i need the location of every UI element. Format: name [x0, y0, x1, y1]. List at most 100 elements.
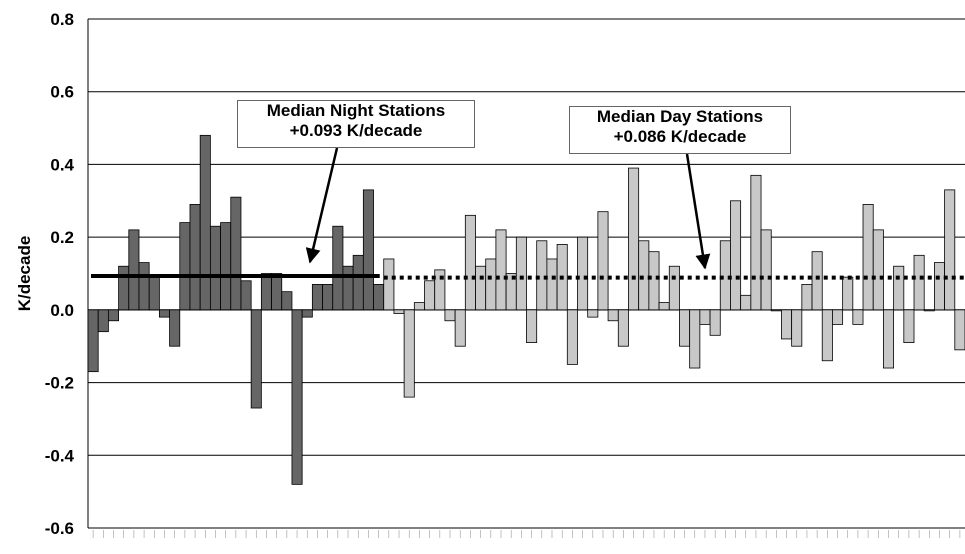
y-tick-label: -0.4	[45, 446, 75, 465]
day-station-bar	[628, 167, 640, 311]
day-median-title: Median Day Stations	[596, 107, 764, 126]
y-tick-label: -0.2	[45, 374, 74, 393]
day-station-bar	[475, 265, 487, 311]
day-station-bar	[566, 309, 578, 365]
day-station-bar	[801, 284, 813, 311]
day-station-bar	[781, 309, 793, 340]
night-station-bar	[352, 254, 364, 311]
day-station-bar	[730, 200, 742, 311]
day-station-bar	[821, 309, 833, 362]
night-station-bar	[311, 284, 323, 311]
day-station-bar	[893, 265, 905, 311]
night-station-bar	[87, 309, 99, 373]
y-tick-label: 0.6	[50, 83, 74, 102]
day-median-arrow	[685, 153, 711, 270]
night-station-bar	[322, 284, 334, 311]
y-tick-label: 0.8	[50, 10, 74, 29]
day-station-bar	[607, 309, 619, 322]
day-station-bar	[383, 258, 395, 311]
day-station-bar	[679, 309, 691, 347]
night-station-bar	[240, 280, 252, 311]
day-station-bar	[403, 309, 415, 398]
day-station-bar	[587, 309, 599, 318]
day-station-bar	[485, 258, 497, 311]
night-median-annotation: Median Night Stations +0.093 K/decade	[237, 100, 475, 148]
night-station-bar	[107, 309, 119, 322]
day-station-bar	[577, 236, 589, 311]
day-station-bar	[709, 309, 721, 336]
night-station-bar	[373, 284, 385, 311]
night-station-bar	[128, 229, 140, 311]
night-station-bar	[250, 309, 262, 409]
day-station-bar	[638, 240, 650, 311]
day-station-bar	[913, 254, 925, 311]
day-station-bar	[811, 251, 823, 311]
day-station-bar	[413, 302, 425, 311]
y-axis-tick-labels: 0.8 0.6 0.4 0.2 0.0 -0.2 -0.4 -0.6	[45, 10, 75, 538]
night-station-bar	[199, 134, 211, 311]
night-station-bar	[230, 196, 242, 311]
day-station-bar	[944, 189, 956, 311]
night-station-bar	[271, 273, 283, 311]
day-station-bar	[750, 174, 762, 311]
night-station-bar	[138, 262, 150, 311]
day-median-value: +0.086 K/decade	[613, 127, 747, 146]
day-station-bar	[770, 309, 782, 312]
night-median-arrow	[305, 147, 339, 264]
night-station-bar	[209, 225, 221, 311]
day-station-bar	[689, 309, 701, 369]
night-station-bar	[301, 309, 313, 318]
night-station-bar	[189, 204, 201, 311]
night-station-bar	[291, 309, 303, 485]
night-station-bar	[158, 309, 170, 318]
night-station-bar	[148, 276, 160, 311]
night-station-bar	[332, 225, 344, 311]
day-station-bar	[536, 240, 548, 311]
day-station-bar	[954, 309, 965, 351]
night-station-bar	[220, 222, 232, 311]
night-station-bar	[179, 222, 191, 311]
station-labels	[92, 530, 961, 538]
day-station-bar	[862, 204, 874, 311]
day-station-bar	[740, 294, 752, 311]
bars	[87, 134, 965, 485]
day-station-bar	[617, 309, 629, 347]
y-tick-label: -0.6	[45, 519, 74, 538]
night-station-bar	[118, 265, 130, 311]
day-station-bar	[495, 229, 507, 311]
day-station-bar	[842, 276, 854, 311]
day-station-bar	[434, 269, 446, 311]
day-station-bar	[872, 229, 884, 311]
day-station-bar	[454, 309, 466, 347]
day-station-bar	[546, 258, 558, 311]
median-lines	[91, 274, 965, 280]
day-station-bar	[934, 262, 946, 311]
night-median-value: +0.093 K/decade	[289, 121, 423, 140]
day-station-bar	[464, 214, 476, 311]
day-station-bar	[832, 309, 844, 325]
day-station-bar	[515, 236, 527, 311]
y-tick-label: 0.0	[50, 301, 74, 320]
night-station-bar	[260, 273, 272, 311]
night-station-bar	[169, 309, 181, 347]
day-station-bar	[597, 211, 609, 311]
day-station-bar	[923, 309, 935, 312]
night-station-bar	[342, 265, 354, 311]
y-axis-label: K/decade	[15, 236, 34, 312]
day-station-bar	[719, 240, 731, 311]
day-station-bar	[699, 309, 711, 325]
day-station-bar	[393, 309, 405, 314]
day-station-bar	[668, 265, 680, 311]
y-tick-label: 0.4	[50, 155, 74, 174]
day-station-bar	[526, 309, 538, 343]
y-tick-label: 0.2	[50, 228, 74, 247]
day-median-annotation: Median Day Stations +0.086 K/decade	[569, 106, 791, 154]
day-station-bar	[760, 229, 772, 311]
annotation-arrows	[305, 147, 711, 270]
day-station-bar	[444, 309, 456, 322]
day-station-bar	[658, 302, 670, 311]
night-station-bar	[97, 309, 109, 333]
day-station-bar	[903, 309, 915, 343]
night-median-title: Median Night Stations	[266, 101, 446, 120]
